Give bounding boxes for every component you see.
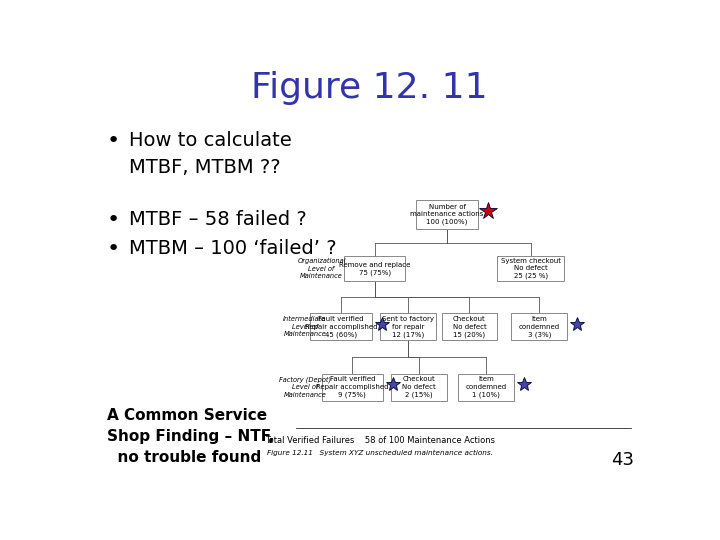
Text: •: • [107,131,120,151]
FancyBboxPatch shape [416,199,478,230]
FancyBboxPatch shape [458,374,514,401]
Text: MTBF – 58 failed ?: MTBF – 58 failed ? [129,210,307,230]
Text: Checkout
No defect
2 (15%): Checkout No defect 2 (15%) [402,376,436,398]
Text: MTBM – 100 ‘failed’ ?: MTBM – 100 ‘failed’ ? [129,239,337,259]
FancyBboxPatch shape [322,374,383,401]
Text: Item
condemned
1 (10%): Item condemned 1 (10%) [466,376,507,398]
Text: A Common Service
Shop Finding – NTF,
  no trouble found: A Common Service Shop Finding – NTF, no … [107,408,274,465]
FancyBboxPatch shape [344,256,405,281]
Text: Factory (Depot)
Level of
Maintenance: Factory (Depot) Level of Maintenance [279,376,331,398]
Text: System checkout
No defect
25 (25 %): System checkout No defect 25 (25 %) [501,258,561,279]
FancyBboxPatch shape [380,313,436,340]
Text: Checkout
No defect
15 (20%): Checkout No defect 15 (20%) [453,316,486,338]
Text: How to calculate
MTBF, MTBM ??: How to calculate MTBF, MTBM ?? [129,131,292,177]
Text: Fault verified
Repair accomplished
9 (75%): Fault verified Repair accomplished 9 (75… [316,376,389,398]
Text: Remove and replace
75 (75%): Remove and replace 75 (75%) [339,261,410,275]
Text: Number of
maintenance actions
100 (100%): Number of maintenance actions 100 (100%) [410,204,484,225]
FancyBboxPatch shape [441,313,498,340]
FancyBboxPatch shape [392,374,447,401]
Text: •: • [107,239,120,259]
Text: 43: 43 [611,451,634,469]
Text: Fault verified
Repair accomplished
45 (60%): Fault verified Repair accomplished 45 (6… [305,316,377,338]
Text: Organizational
Level of
Maintenance: Organizational Level of Maintenance [297,258,346,279]
Text: Figure 12.11   System XYZ unscheduled maintenance actions.: Figure 12.11 System XYZ unscheduled main… [267,449,493,456]
FancyBboxPatch shape [498,256,564,281]
Text: Figure 12. 11: Figure 12. 11 [251,71,487,105]
Text: Item
condemned
3 (3%): Item condemned 3 (3%) [518,316,559,338]
Text: Sent to factory
for repair
12 (17%): Sent to factory for repair 12 (17%) [382,316,434,338]
FancyBboxPatch shape [310,313,372,340]
Text: •: • [107,210,120,231]
Text: Total Verified Failures    58 of 100 Maintenance Actions: Total Verified Failures 58 of 100 Mainte… [265,436,495,445]
FancyBboxPatch shape [511,313,567,340]
Text: Intermediate
Level of
Maintenance: Intermediate Level of Maintenance [283,316,326,338]
